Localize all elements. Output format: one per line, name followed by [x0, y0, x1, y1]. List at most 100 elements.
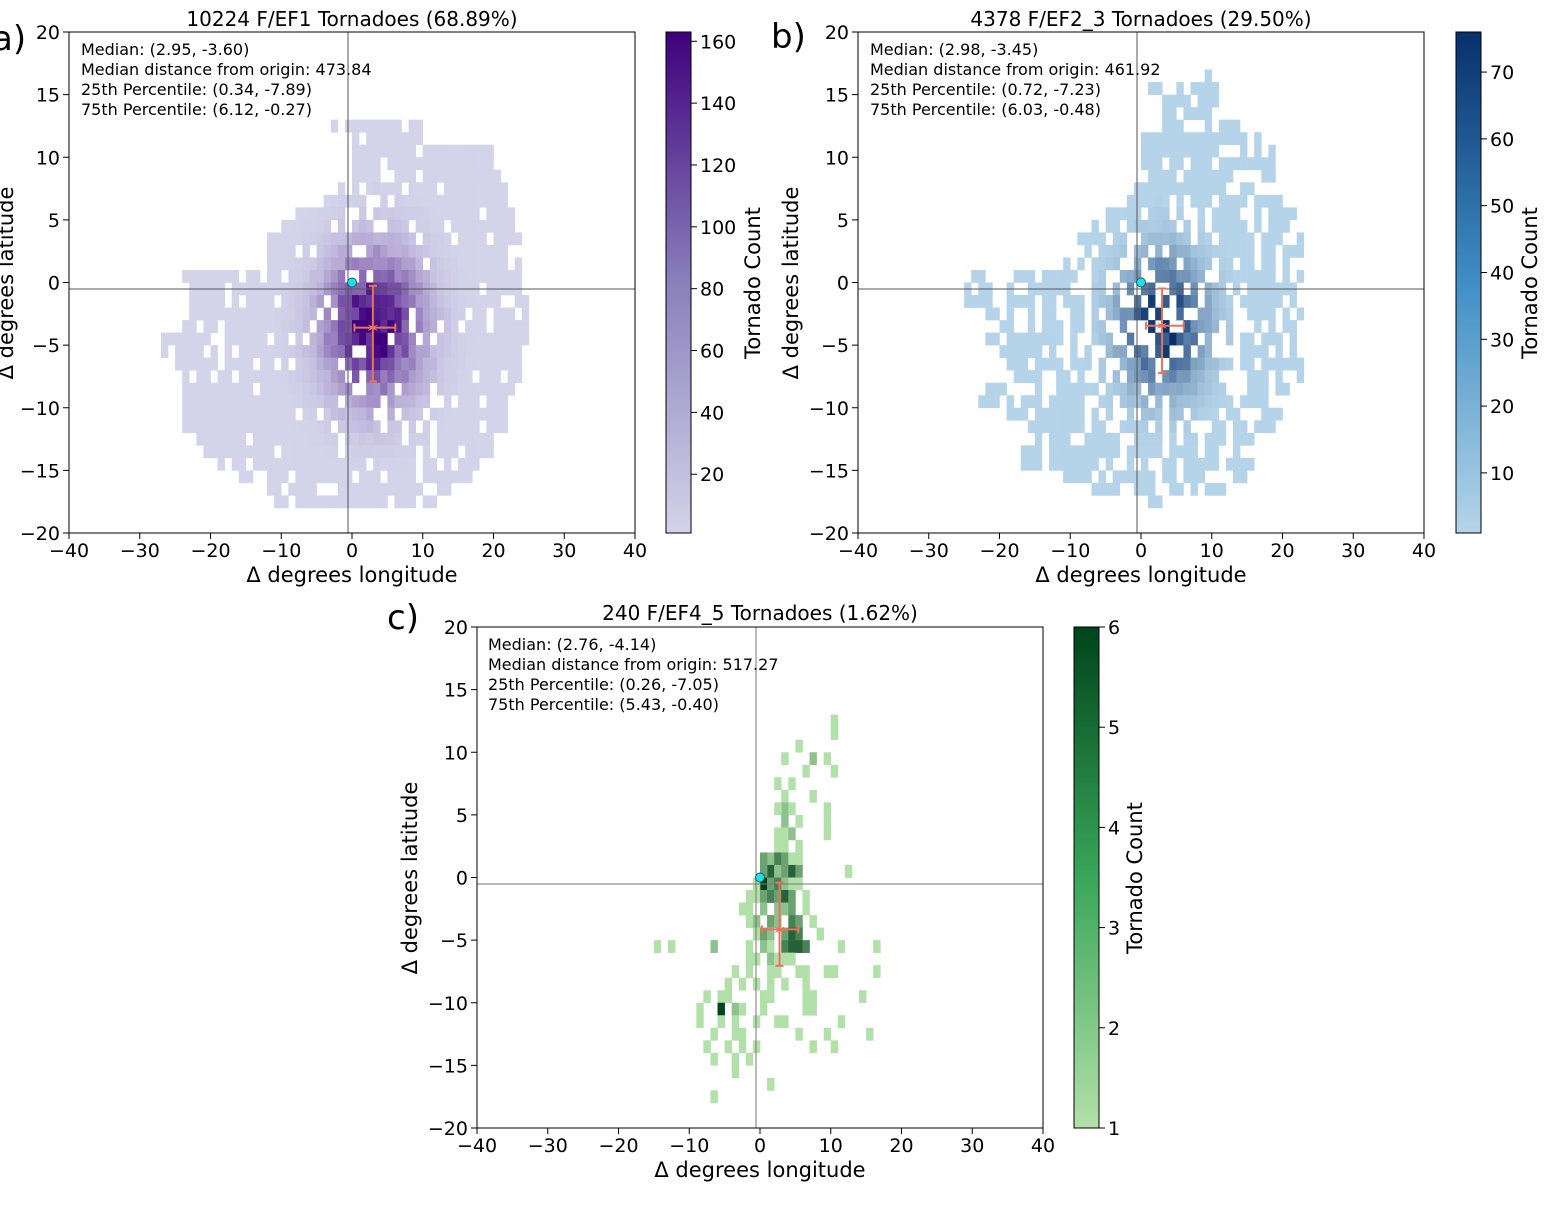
heatmap-cell [344, 232, 353, 246]
heatmap-cell [1077, 357, 1085, 371]
panel-c-title: 240 F/EF4_5 Tornadoes (1.62%) [602, 601, 918, 625]
heatmap-cell [1190, 295, 1198, 308]
heatmap-cell [500, 357, 508, 371]
heatmap-cell [479, 345, 487, 358]
panel-b-label: b) [771, 17, 806, 57]
heatmap-cell [1119, 307, 1128, 321]
heatmap-cell [1232, 269, 1241, 283]
heatmap-cell [231, 432, 240, 446]
heatmap-cell [788, 927, 796, 941]
heatmap-cell [436, 295, 445, 308]
heatmap-cell [500, 395, 508, 409]
heatmap-cell [1232, 244, 1241, 258]
heatmap-cell [373, 119, 381, 133]
heatmap-cell [1204, 320, 1213, 333]
heatmap-cell [1247, 232, 1255, 246]
heatmap-cell [1183, 370, 1191, 383]
heatmap-cell [451, 470, 459, 484]
heatmap-cell [1141, 144, 1149, 158]
heatmap-cell [1211, 132, 1220, 146]
heatmap-cell [373, 244, 381, 258]
x-tick-label: −30 [120, 540, 160, 562]
heatmap-cell [1268, 157, 1276, 171]
heatmap-cell [281, 382, 289, 396]
heatmap-cell [1218, 307, 1227, 321]
heatmap-cell [316, 295, 325, 308]
heatmap-cell [486, 269, 494, 283]
heatmap-cell [1162, 182, 1170, 196]
heatmap-cell [252, 395, 261, 409]
heatmap-cell [217, 307, 225, 321]
heatmap-cell [760, 927, 768, 941]
heatmap-cell [1041, 269, 1050, 283]
heatmap-cell [281, 357, 289, 371]
heatmap-cell [486, 345, 494, 358]
heatmap-cell [767, 977, 775, 991]
heatmap-cell [387, 407, 395, 421]
heatmap-cell [1169, 119, 1177, 133]
heatmap-cell [999, 345, 1007, 358]
heatmap-cell [493, 420, 501, 434]
heatmap-cell [415, 257, 424, 271]
heatmap-cell [1247, 157, 1255, 171]
heatmap-cell [394, 445, 402, 459]
heatmap-cell [309, 395, 317, 409]
heatmap-cell [422, 232, 431, 246]
heatmap-cell [1020, 269, 1029, 283]
heatmap-cell [1204, 257, 1213, 271]
heatmap-cell [1204, 432, 1213, 446]
heatmap-cell [394, 157, 402, 171]
heatmap-cell [380, 357, 388, 371]
heatmap-cell [288, 395, 296, 409]
heatmap-cell [408, 295, 416, 308]
heatmap-cell [394, 357, 402, 371]
heatmap-cell [1148, 182, 1156, 196]
heatmap-cell [436, 194, 445, 208]
heatmap-cell [1105, 207, 1114, 221]
heatmap-cell [1296, 357, 1305, 371]
heatmap-cell [217, 420, 225, 434]
heatmap-cell [1190, 382, 1198, 396]
heatmap-cell [1204, 307, 1213, 321]
heatmap-cell [359, 432, 367, 446]
heatmap-cell [182, 370, 190, 383]
heatmap-cell [330, 119, 339, 133]
heatmap-cell [394, 307, 402, 321]
heatmap-cell [1119, 357, 1128, 371]
heatmap-cell [472, 244, 480, 258]
heatmap-cell [323, 407, 332, 421]
heatmap-cell [493, 169, 501, 183]
heatmap-cell [316, 269, 325, 283]
heatmap-cell [196, 357, 204, 371]
heatmap-cell [380, 482, 388, 496]
heatmap-cell [1197, 357, 1205, 371]
colorbar-tick-label: 3 [1108, 918, 1120, 940]
heatmap-cell [394, 320, 402, 333]
heatmap-cell [1282, 219, 1290, 233]
heatmap-cell [1169, 482, 1177, 496]
heatmap-cell [479, 257, 487, 271]
heatmap-cell [1084, 244, 1092, 258]
heatmap-cell [1197, 370, 1205, 383]
heatmap-cell [1070, 307, 1078, 321]
heatmap-cell [479, 382, 487, 396]
heatmap-cell [429, 244, 438, 258]
x-tick-label: −20 [190, 540, 230, 562]
x-tick-label: 30 [552, 540, 576, 562]
heatmap-cell [1119, 244, 1128, 258]
panel-a-stat-distance: Median distance from origin: 473.84 [81, 60, 372, 79]
heatmap-cell [1296, 244, 1305, 258]
heatmap-cell [401, 382, 409, 396]
heatmap-cell [1020, 395, 1029, 409]
heatmap-cell [788, 902, 796, 916]
heatmap-cell [245, 382, 254, 396]
heatmap-cell [1098, 470, 1106, 484]
heatmap-cell [359, 332, 367, 346]
heatmap-cell [1020, 332, 1029, 346]
heatmap-cell [429, 182, 438, 196]
heatmap-cell [401, 345, 409, 358]
heatmap-cell [1112, 470, 1121, 484]
heatmap-cell [472, 295, 480, 308]
heatmap-cell [337, 307, 346, 321]
heatmap-cell [507, 219, 516, 233]
